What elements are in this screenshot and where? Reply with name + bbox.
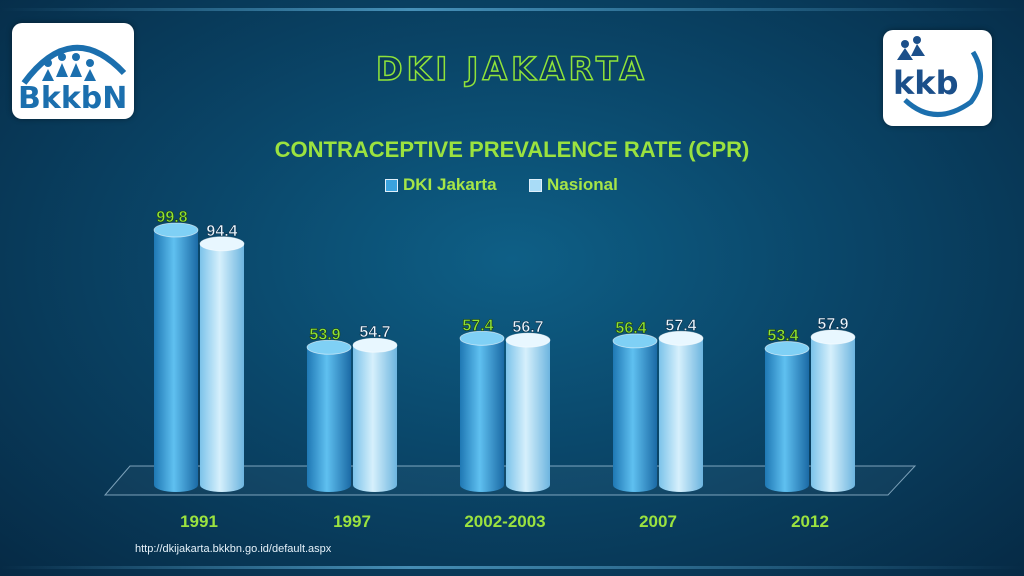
bar-base bbox=[613, 478, 657, 492]
bar-dki-1997 bbox=[306, 339, 352, 492]
bar-base bbox=[659, 478, 703, 492]
bar-top bbox=[612, 333, 658, 349]
bar-base bbox=[353, 478, 397, 492]
bar-body bbox=[154, 230, 198, 485]
category-label: 1997 bbox=[333, 512, 371, 531]
bar-base bbox=[506, 478, 550, 492]
source-url: http://dkijakarta.bkkbn.go.id/default.as… bbox=[135, 543, 332, 555]
category-label: 2012 bbox=[791, 512, 829, 531]
chart-title: CONTRACEPTIVE PREVALENCE RATE (CPR) bbox=[274, 137, 750, 162]
bar-top bbox=[459, 330, 505, 346]
chart-bars bbox=[153, 222, 856, 492]
legend-item-dki: DKI Jakarta bbox=[385, 175, 497, 195]
bar-top bbox=[153, 222, 199, 238]
bar-base bbox=[765, 478, 809, 492]
decor-streak bbox=[0, 566, 1024, 569]
bar-top bbox=[764, 341, 810, 356]
value-label-nasional: 57.9 bbox=[817, 316, 848, 333]
bar-top bbox=[199, 236, 245, 252]
bar-dki-2002-2003 bbox=[459, 330, 505, 492]
bar-dki-1991 bbox=[153, 222, 199, 492]
legend-swatch-dki bbox=[385, 178, 398, 192]
bar-top bbox=[306, 339, 352, 355]
kkb-logo: kkb bbox=[883, 30, 992, 126]
category-label: 2002-2003 bbox=[464, 512, 545, 531]
bar-top bbox=[810, 329, 856, 345]
bar-top bbox=[352, 337, 398, 353]
bar-base bbox=[154, 478, 198, 492]
bar-body bbox=[353, 345, 397, 485]
value-label-dki: 99.8 bbox=[156, 209, 187, 226]
value-label-nasional: 94.4 bbox=[206, 223, 237, 240]
bar-base bbox=[460, 478, 504, 492]
bar-body bbox=[307, 347, 351, 485]
bar-body bbox=[613, 340, 657, 485]
kkb-logo-text: kkb bbox=[893, 64, 959, 102]
bar-base bbox=[200, 478, 244, 492]
decor-streak bbox=[0, 8, 1024, 11]
bar-base bbox=[811, 478, 855, 492]
bkkbn-logo-graphic bbox=[21, 45, 127, 85]
kkb-logo-graphic bbox=[897, 36, 983, 117]
bar-top bbox=[658, 330, 704, 346]
value-label-nasional: 56.7 bbox=[512, 319, 543, 336]
bar-body bbox=[659, 338, 703, 485]
page-title: DKI JAKARTA bbox=[375, 49, 648, 89]
bar-nasional-2012 bbox=[810, 329, 856, 492]
legend-item-nasional: Nasional bbox=[529, 175, 618, 195]
category-label: 2007 bbox=[639, 512, 677, 531]
bar-body bbox=[811, 337, 855, 485]
bar-body bbox=[460, 338, 504, 485]
bar-dki-2007 bbox=[612, 333, 658, 492]
value-label-dki: 56.4 bbox=[615, 320, 646, 337]
value-label-nasional: 57.4 bbox=[665, 317, 696, 334]
value-label-dki: 53.4 bbox=[767, 328, 798, 345]
category-label: 1991 bbox=[180, 512, 218, 531]
bkkbn-logo: BkkbN bbox=[12, 23, 134, 119]
chart-labels: 99.8 94.4 1991 53.9 54.7 1997 57.4 56.7 2002-200… bbox=[156, 209, 849, 531]
legend-label-nasional: Nasional bbox=[547, 175, 618, 194]
bar-body bbox=[200, 243, 244, 485]
value-label-dki: 53.9 bbox=[309, 326, 340, 343]
bar-nasional-2007 bbox=[658, 330, 704, 492]
value-label-nasional: 54.7 bbox=[359, 324, 390, 341]
bar-body bbox=[506, 340, 550, 485]
bar-nasional-1991 bbox=[199, 236, 245, 492]
bar-dki-2012 bbox=[764, 341, 810, 492]
bar-nasional-2002-2003 bbox=[505, 332, 551, 492]
bar-nasional-1997 bbox=[352, 337, 398, 492]
legend-label-dki: DKI Jakarta bbox=[403, 175, 497, 194]
bkkbn-logo-text: BkkbN bbox=[18, 81, 128, 116]
bar-base bbox=[307, 478, 351, 492]
value-label-dki: 57.4 bbox=[462, 317, 493, 334]
bar-top bbox=[505, 332, 551, 348]
legend-swatch-nasional bbox=[529, 178, 542, 192]
bar-body bbox=[765, 348, 809, 485]
